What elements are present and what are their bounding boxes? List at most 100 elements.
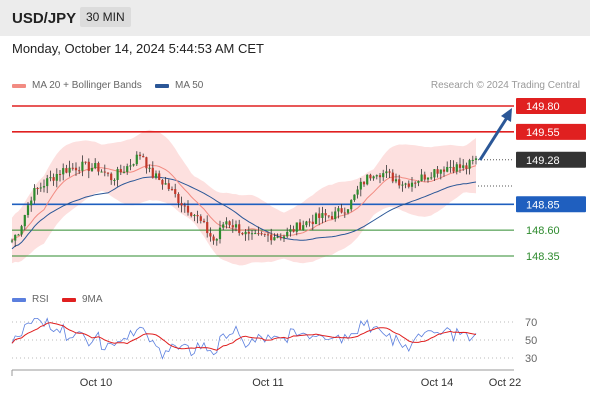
candle-body — [174, 189, 177, 194]
candle-body — [65, 168, 68, 173]
candle-body — [42, 186, 46, 188]
chart-header: USD/JPY 30 MIN — [0, 0, 590, 36]
legend-rsi: RSI — [12, 294, 49, 305]
candle-body — [407, 183, 410, 187]
candle-body — [298, 222, 302, 231]
candle-body — [308, 221, 311, 223]
candle-body — [164, 183, 167, 185]
candle-body — [116, 169, 119, 180]
candle-body — [254, 233, 257, 235]
forecast-arrow-head — [501, 108, 512, 122]
candle-body — [78, 170, 81, 172]
candle-body — [87, 161, 90, 171]
candle-body — [462, 165, 465, 168]
candle-body — [234, 224, 238, 228]
candle-body — [81, 161, 84, 171]
candle-body — [449, 166, 452, 168]
candle-body — [321, 213, 324, 218]
candle-body — [353, 194, 356, 201]
candle-body — [215, 239, 218, 241]
candle-body — [394, 179, 398, 182]
candle-body — [106, 172, 110, 174]
candle-body — [414, 182, 417, 184]
candle-body — [343, 212, 346, 214]
candle-body — [142, 156, 145, 158]
candle-body — [206, 222, 209, 234]
legend-rsi-label: RSI — [32, 294, 49, 305]
candle-body — [471, 159, 474, 161]
candle-body — [126, 166, 129, 172]
level-label-148.35: 148.35 — [526, 251, 560, 263]
candle-body — [129, 165, 132, 167]
candle-body — [62, 168, 65, 175]
legend-9ma: 9MA — [62, 294, 103, 305]
level-badge-149.55 — [516, 123, 586, 140]
candle-body — [218, 227, 222, 240]
candle-body — [426, 177, 430, 180]
candle-body — [433, 169, 436, 178]
candle-body — [20, 226, 23, 235]
candle-body — [398, 179, 401, 186]
legend-ma50-label: MA 50 — [175, 80, 204, 91]
candle-body — [266, 234, 270, 236]
symbol-label: USD/JPY — [12, 10, 77, 27]
candle-body — [84, 161, 87, 163]
level-badge-148.85 — [516, 196, 586, 213]
candle-body — [359, 181, 362, 190]
candle-body — [302, 225, 305, 231]
candle-body — [420, 174, 423, 182]
candle-body — [276, 236, 279, 238]
candle-body — [292, 229, 295, 232]
candle-body — [410, 182, 414, 187]
candle-body — [180, 203, 183, 206]
candle-body — [334, 211, 337, 220]
candle-body — [148, 167, 151, 169]
candle-body — [273, 237, 276, 241]
candle-body — [324, 213, 327, 216]
level-label-148.85: 148.85 — [526, 199, 560, 211]
candle-body — [33, 187, 36, 201]
candle-body — [49, 177, 52, 179]
candle-body — [250, 233, 254, 235]
candle-body — [388, 171, 391, 173]
candle-body — [222, 224, 225, 228]
candle-body — [417, 181, 420, 183]
candle-body — [452, 166, 455, 172]
candle-body — [119, 169, 122, 173]
rsi-tick-50: 50 — [525, 335, 537, 347]
bollinger-band — [12, 129, 476, 266]
candle-body — [279, 236, 282, 239]
candle-body — [52, 177, 55, 181]
legend-ma20-label: MA 20 + Bollinger Bands — [32, 80, 142, 91]
candle-body — [94, 163, 97, 168]
legend-9ma-label: 9MA — [82, 294, 103, 305]
candle-body — [337, 208, 340, 212]
candle-body — [193, 214, 196, 216]
x-tick-label: Oct 10 — [80, 377, 112, 389]
candle-body — [170, 189, 174, 191]
candle-body — [17, 234, 20, 236]
candle-body — [177, 193, 180, 204]
candle-body — [238, 224, 241, 233]
level-label-148.60: 148.60 — [526, 225, 560, 237]
candle-body — [30, 200, 33, 206]
candle-body — [314, 213, 318, 225]
candle-body — [382, 173, 385, 178]
candle-body — [68, 167, 71, 173]
candle-body — [231, 225, 234, 228]
candle-body — [282, 236, 286, 239]
rsi-tick-30: 30 — [525, 353, 537, 365]
candle-body — [318, 213, 321, 218]
candle-body — [151, 167, 154, 178]
candle-body — [244, 231, 247, 235]
credit-text: Research © 2024 Trading Central — [430, 80, 580, 91]
candle-body — [97, 163, 100, 172]
candle-body — [423, 174, 426, 180]
candle-body — [39, 187, 42, 189]
candle-body — [369, 174, 372, 179]
candle-body — [311, 221, 314, 225]
candle-body — [190, 212, 193, 216]
interval-button[interactable]: 30 MIN — [80, 7, 131, 27]
candle-body — [247, 231, 250, 234]
